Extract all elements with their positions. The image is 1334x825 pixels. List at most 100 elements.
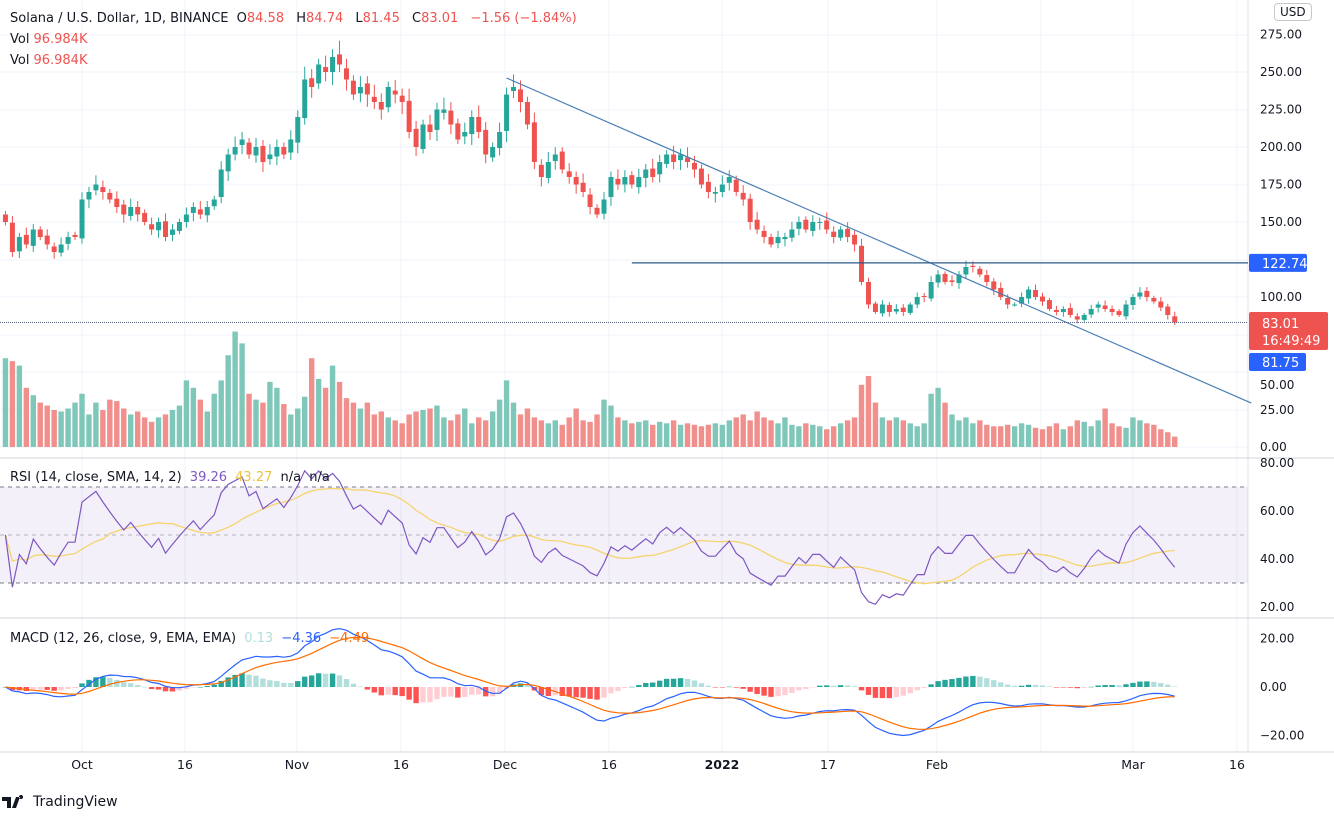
price-axis-label: 200.00 [1260, 140, 1302, 154]
volume-bar [1116, 426, 1122, 447]
volume-bar [928, 393, 934, 447]
candle [1088, 304, 1094, 318]
macd-histogram-bar [670, 678, 677, 687]
macd-histogram-bar [413, 687, 419, 704]
volume-bar [1011, 426, 1018, 447]
candle [1116, 309, 1122, 317]
macd-histogram-bar [824, 685, 830, 687]
candle [538, 159, 544, 187]
candle-body [678, 154, 684, 161]
volume-bar [942, 402, 948, 447]
macd-histogram-bar [1074, 687, 1080, 689]
macd-histogram-bar [253, 675, 259, 687]
volume-bar [392, 420, 398, 447]
candle [197, 201, 203, 220]
rsi-axis-label: 20.00 [1260, 600, 1294, 614]
candle [914, 292, 920, 309]
volume-bar [879, 417, 886, 447]
volume-axis-label: 50.00 [1260, 378, 1294, 392]
candle-body [768, 237, 774, 245]
candle-body [1109, 309, 1115, 312]
volume-bar [782, 417, 788, 447]
macd-histogram-bar [378, 687, 384, 696]
macd-histogram-bar [1095, 685, 1101, 687]
candle-body [420, 124, 426, 149]
candle [1081, 313, 1087, 322]
candle [218, 161, 224, 204]
candle-body [733, 179, 739, 192]
candle [448, 102, 454, 135]
candle [225, 148, 231, 181]
volume-bar [16, 365, 23, 447]
macd-histogram-bar [601, 687, 607, 698]
tradingview-logo[interactable]: TradingView [2, 794, 118, 810]
currency-button[interactable]: USD [1274, 3, 1312, 21]
volume-bar [1109, 423, 1115, 447]
volume-bar [128, 414, 134, 447]
candle [121, 199, 127, 223]
candle [545, 152, 551, 184]
macd-axis-label: 0.00 [1260, 680, 1287, 694]
macd-histogram-bar [455, 687, 461, 698]
candle-body [204, 207, 210, 216]
macd-histogram-bar [260, 678, 266, 687]
volume-bar [580, 420, 586, 447]
macd-histogram-bar [93, 677, 99, 687]
candle [1033, 284, 1039, 300]
macd-histogram-bar [1109, 685, 1115, 687]
volume-bar [991, 426, 997, 447]
ohlc-high: H84.74 [296, 11, 347, 26]
candle-body [30, 229, 36, 246]
volume-bar [503, 380, 510, 447]
macd-histogram-bar [30, 687, 36, 690]
candle-body [1123, 304, 1129, 317]
volume-bar [489, 411, 496, 447]
candle [79, 192, 85, 244]
candle [615, 169, 621, 190]
macd-histogram-bar [998, 682, 1004, 687]
candle-body [114, 198, 120, 207]
volume-bar [225, 355, 231, 447]
candle-body [169, 229, 175, 235]
candle [44, 229, 50, 250]
macd-histogram-bar [587, 687, 593, 699]
volume-bar [622, 420, 628, 447]
candle [907, 302, 913, 315]
volume-bar [949, 414, 955, 447]
volume-bar [858, 384, 865, 447]
macd-histogram-bar [155, 687, 162, 690]
candle [524, 96, 530, 130]
candle-body [573, 177, 579, 185]
candle [754, 211, 760, 234]
candle-body [183, 214, 189, 222]
ohlc-low: L81.45 [355, 11, 403, 26]
candle [587, 188, 593, 215]
macd-histogram-bar [406, 687, 412, 700]
candle [246, 138, 252, 159]
volume-bar [336, 381, 343, 447]
candle [991, 278, 997, 296]
volume-bar [329, 365, 336, 447]
macd-histogram-bar [796, 687, 802, 691]
candle [350, 75, 356, 100]
macd-histogram-bar [1081, 687, 1087, 688]
candle [831, 226, 837, 244]
candle [789, 221, 795, 242]
candle-body [44, 235, 50, 245]
candle [190, 202, 196, 222]
candle [1039, 292, 1045, 306]
volume-bar [469, 423, 475, 447]
volume-bar [1095, 420, 1101, 447]
candle-body [511, 87, 517, 91]
macd-histogram-bar [434, 687, 440, 700]
volume-bar [1039, 429, 1046, 447]
volume-bar [176, 405, 183, 447]
macd-histogram-bar [308, 675, 315, 687]
candle-body [531, 122, 537, 162]
macd-histogram-bar [37, 687, 43, 690]
candle [949, 275, 955, 287]
macd-histogram-bar [837, 685, 844, 687]
candle [559, 147, 565, 174]
volume-bar [677, 424, 684, 447]
